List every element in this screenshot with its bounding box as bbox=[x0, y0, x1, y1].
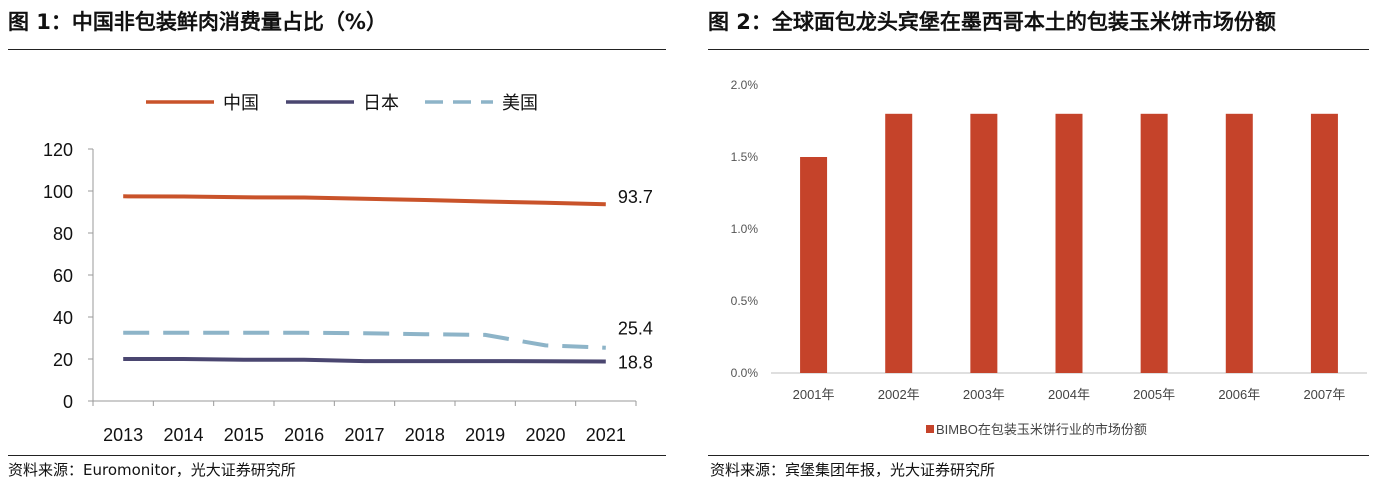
data-label-美国: 25.4 bbox=[618, 319, 653, 339]
x-tick-label: 2007年 bbox=[1303, 387, 1345, 402]
figure-2-source: 资料来源：宾堡集团年报，光大证券研究所 bbox=[710, 461, 996, 479]
x-tick-label: 2021 bbox=[586, 425, 626, 445]
x-tick-label: 2020 bbox=[525, 425, 565, 445]
y-tick-label: 60 bbox=[53, 266, 73, 286]
x-tick-label: 2004年 bbox=[1048, 387, 1090, 402]
figure-1-panel: 图 1：中国非包装鲜肉消费量占比（%） 0 20 40 60 80 100 120 2013 2… bbox=[0, 0, 680, 493]
y-tick-label: 40 bbox=[53, 308, 73, 328]
x-tick-label: 2019 bbox=[465, 425, 505, 445]
series-line-中国 bbox=[123, 194, 606, 207]
data-label-中国: 93.7 bbox=[618, 187, 653, 207]
figure-2-bottom-rule bbox=[708, 455, 1369, 456]
figure-1-source: 资料来源：Euromonitor，光大证券研究所 bbox=[8, 461, 296, 479]
x-tick-label: 2015 bbox=[224, 425, 264, 445]
x-tick-label: 2005年 bbox=[1133, 387, 1175, 402]
figure-1-line-chart: 0 20 40 60 80 100 120 2013 2014 2015 2016 2017 2018 2… bbox=[43, 93, 653, 445]
x-tick-label: 2003年 bbox=[963, 387, 1005, 402]
legend-swatch bbox=[926, 425, 934, 433]
bar-2007年 bbox=[1310, 113, 1338, 374]
x-tick-label: 2016 bbox=[284, 425, 324, 445]
data-label-日本: 18.8 bbox=[618, 353, 653, 373]
figure-2-top-rule bbox=[708, 49, 1369, 50]
y-tick-label: 0.5% bbox=[731, 294, 759, 308]
bar-2002年 bbox=[885, 113, 913, 374]
bar-2004年 bbox=[1055, 113, 1083, 374]
y-tick-label: 1.5% bbox=[731, 150, 759, 164]
y-tick-label: 100 bbox=[43, 182, 73, 202]
x-tick-label: 2013 bbox=[103, 425, 143, 445]
figure-1-top-rule bbox=[8, 49, 666, 50]
y-tick-label: 0.0% bbox=[731, 366, 759, 380]
legend-label-日本: 日本 bbox=[363, 93, 399, 113]
series-line-美国 bbox=[123, 330, 606, 350]
bar-2003年 bbox=[970, 113, 998, 374]
figure-2-bar-chart: 0.0% 0.5% 1.0% 1.5% 2.0% 2001年 2002年 2003年 2004年… bbox=[731, 78, 1367, 437]
x-tick-label: 2014 bbox=[163, 425, 203, 445]
legend-label-美国: 美国 bbox=[502, 93, 538, 113]
bar-2005年 bbox=[1140, 113, 1168, 374]
y-tick-label: 0 bbox=[63, 392, 73, 412]
x-tick-label: 2006年 bbox=[1218, 387, 1260, 402]
y-tick-label: 1.0% bbox=[731, 222, 759, 236]
x-tick-label: 2018 bbox=[405, 425, 445, 445]
figure-2-panel: 图 2：全球面包龙头宾堡在墨西哥本土的包装玉米饼市场份额 0.0% 0.5% 1.0… bbox=[704, 0, 1373, 493]
figure-1-bottom-rule bbox=[8, 455, 666, 456]
legend-label: BIMBO在包装玉米饼行业的市场份额 bbox=[936, 422, 1147, 437]
bar-2006年 bbox=[1225, 113, 1253, 374]
y-tick-label: 20 bbox=[53, 350, 73, 370]
y-tick-label: 2.0% bbox=[731, 78, 759, 92]
y-tick-label: 120 bbox=[43, 140, 73, 160]
x-tick-label: 2001年 bbox=[793, 387, 835, 402]
figure-1-title: 图 1：中国非包装鲜肉消费量占比（%） bbox=[8, 10, 387, 34]
series-line-日本 bbox=[123, 357, 606, 364]
figure-2-title: 图 2：全球面包龙头宾堡在墨西哥本土的包装玉米饼市场份额 bbox=[708, 10, 1276, 34]
x-tick-label: 2002年 bbox=[878, 387, 920, 402]
y-tick-label: 80 bbox=[53, 224, 73, 244]
legend-label-中国: 中国 bbox=[223, 93, 259, 113]
x-tick-label: 2017 bbox=[344, 425, 384, 445]
bar-2001年 bbox=[800, 157, 828, 373]
